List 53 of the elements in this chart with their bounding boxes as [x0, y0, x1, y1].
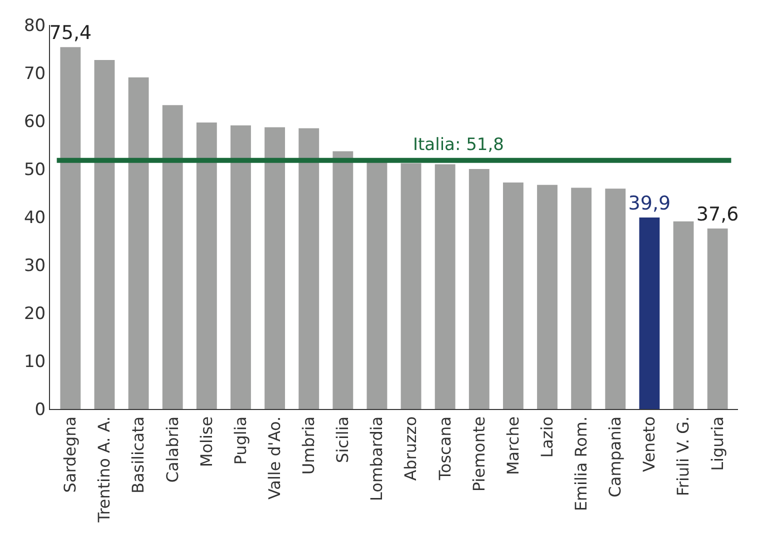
- x-tick-label: Liguria: [708, 416, 727, 471]
- data-label: 39,9: [628, 192, 671, 214]
- x-tick-label: Trentino A. A.: [94, 416, 114, 524]
- x-tick-label: Piemonte: [469, 416, 488, 492]
- x-tick-label: Lombardia: [367, 416, 386, 502]
- x-tick-label: Abruzzo: [401, 416, 420, 481]
- bar: [264, 127, 286, 409]
- x-tick-label: Sardegna: [60, 416, 80, 493]
- x-tick-label: Calabria: [162, 416, 182, 483]
- bar: [162, 105, 183, 409]
- bar: [230, 125, 251, 409]
- data-label: 37,6: [696, 204, 739, 226]
- bar: [468, 169, 490, 409]
- bar: [400, 163, 422, 409]
- y-tick-label: 20: [24, 304, 46, 324]
- y-tick-label: 30: [24, 256, 46, 276]
- data-label: 75,4: [49, 22, 92, 44]
- bar: [605, 188, 626, 409]
- y-tick-label: 40: [24, 208, 46, 228]
- x-tick-label: Sicilia: [333, 416, 352, 463]
- x-tick-label: Lazio: [537, 416, 556, 458]
- ref-line-label: Italia: 51,8: [413, 135, 504, 155]
- y-tick-label: 10: [24, 352, 46, 372]
- x-tick-label: Valle d'Ao.: [264, 416, 284, 500]
- bar: [434, 164, 456, 409]
- bar: [639, 217, 660, 409]
- x-tick-label: Veneto: [640, 416, 659, 472]
- bar: [94, 60, 115, 409]
- y-tick-label: 60: [24, 112, 46, 132]
- x-tick-label: Molise: [196, 416, 216, 468]
- bar: [366, 161, 388, 409]
- bar: [571, 188, 592, 409]
- bar: [196, 122, 217, 409]
- x-tick-label: Puglia: [230, 416, 250, 465]
- bar: [537, 184, 558, 409]
- bar: [502, 182, 524, 409]
- bar: [332, 151, 354, 409]
- y-tick-label: 0: [34, 400, 46, 420]
- bar: [707, 228, 728, 409]
- y-tick-label: 70: [24, 64, 46, 84]
- x-tick-label: Campania: [606, 416, 625, 498]
- bar: [60, 47, 81, 409]
- x-tick-label: Emilia Rom.: [572, 416, 591, 512]
- y-tick-label: 80: [24, 16, 46, 36]
- x-tick-label: Umbria: [299, 416, 318, 475]
- bar: [673, 221, 694, 409]
- bar: [298, 128, 320, 409]
- x-tick-label: Toscana: [435, 416, 454, 482]
- x-tick-label: Friuli V. G.: [674, 416, 693, 496]
- x-tick-label: Basilicata: [128, 416, 148, 494]
- x-tick-label: Marche: [503, 416, 522, 476]
- y-tick-label: 50: [24, 160, 46, 180]
- bar: [128, 77, 149, 409]
